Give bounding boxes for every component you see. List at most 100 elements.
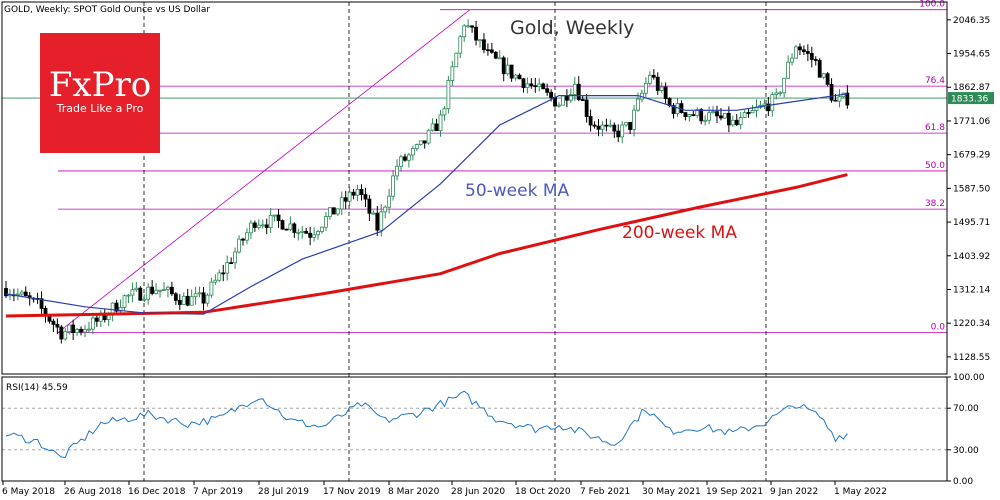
candle-body (636, 98, 640, 111)
candle-body (497, 57, 502, 60)
candle-body (632, 109, 636, 130)
candle (434, 118, 439, 132)
candle (470, 25, 475, 33)
candle-body (517, 74, 522, 80)
candle (734, 113, 739, 127)
rsi-panel-frame (1, 376, 948, 482)
ma200-annotation: 200-week MA (622, 223, 737, 243)
candle-body (592, 124, 597, 127)
candle-body (150, 286, 155, 294)
candle-body (355, 188, 360, 196)
candle-body (118, 307, 123, 312)
candle (71, 319, 76, 341)
candle-body (83, 329, 87, 333)
candle-body (711, 111, 715, 114)
candle-body (276, 214, 281, 221)
candle (644, 77, 648, 98)
candle-body (438, 114, 443, 132)
candle (327, 207, 332, 220)
candle (241, 237, 245, 246)
candle (75, 328, 79, 336)
candle (94, 313, 99, 327)
time-tick-label: 9 Jan 2022 (770, 487, 818, 497)
candle-body (493, 51, 498, 59)
candle (458, 34, 463, 58)
candle (446, 75, 451, 114)
candle (221, 264, 226, 282)
candle (600, 121, 605, 137)
candle (746, 108, 751, 118)
candle-body (248, 222, 253, 234)
candle-body (288, 223, 293, 231)
candle (264, 218, 269, 235)
candle-body (221, 272, 226, 275)
candle (738, 111, 743, 130)
candle (604, 118, 609, 132)
candle (489, 42, 494, 54)
candle (742, 110, 747, 118)
candle (537, 78, 542, 92)
candle (418, 140, 423, 146)
candle-body (320, 226, 324, 232)
candle (320, 226, 324, 234)
candle (683, 112, 688, 121)
candle (193, 286, 198, 305)
candle-body (458, 36, 463, 54)
rsi-tick-label: 0.00 (953, 477, 973, 487)
candle (150, 280, 155, 296)
candle-body (339, 197, 344, 210)
candle (15, 288, 20, 301)
candle-body (146, 286, 151, 300)
candle-body (122, 295, 127, 308)
candle (300, 225, 305, 239)
fib-level-label: 38.2 (925, 199, 945, 209)
time-tick-label: 7 Apr 2019 (193, 487, 243, 497)
candle-body (142, 298, 147, 301)
candle (110, 302, 115, 322)
rsi-line (5, 390, 848, 459)
candle (703, 115, 708, 126)
candle (185, 288, 190, 307)
candle (493, 51, 498, 60)
candle (762, 99, 767, 110)
candle-body (126, 294, 131, 297)
candle-body (94, 317, 99, 322)
candle (83, 325, 87, 337)
current-price-badge (948, 92, 994, 105)
candle-body (466, 25, 471, 28)
time-tick-label: 6 May 2018 (2, 487, 55, 497)
candle (798, 43, 802, 55)
candle (237, 235, 241, 254)
candle-body (584, 99, 589, 117)
candle (679, 100, 684, 114)
candle (39, 291, 44, 316)
candle-body (782, 77, 787, 94)
candle (430, 118, 435, 132)
candle (841, 92, 846, 99)
candle-body (169, 286, 174, 295)
time-tick-label: 7 Feb 2021 (580, 487, 630, 497)
candle-body (414, 144, 419, 149)
candle (616, 124, 621, 143)
candle-body (655, 76, 660, 91)
candle-body (23, 291, 28, 297)
candle-body (296, 232, 301, 234)
candle (55, 318, 60, 335)
candle (339, 191, 344, 216)
candle (166, 285, 170, 298)
candle (225, 255, 230, 281)
time-tick-label: 8 Mar 2020 (388, 487, 440, 497)
candle-body (173, 293, 178, 301)
rsi-tick-label: 100.00 (953, 373, 985, 383)
candle-body (237, 238, 241, 253)
candle (414, 143, 419, 151)
candle (497, 50, 502, 60)
candle-body (695, 109, 700, 116)
ma200-line (5, 173, 848, 318)
candle (268, 208, 273, 234)
candle-body (549, 91, 553, 98)
candle-body (489, 49, 494, 53)
candle-body (4, 288, 8, 297)
candle (474, 20, 478, 46)
candle (422, 140, 427, 149)
